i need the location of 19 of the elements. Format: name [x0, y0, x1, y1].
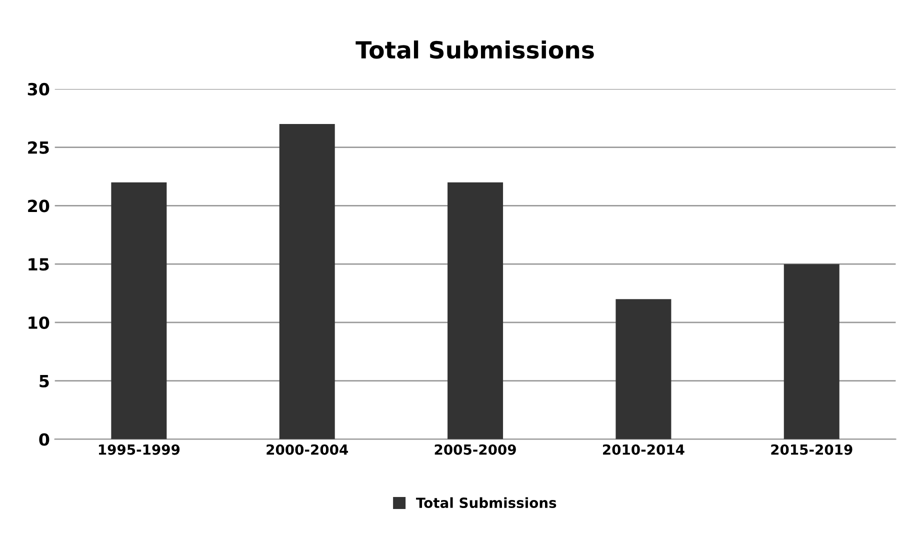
x-tick-label: 2000-2004 [266, 444, 348, 455]
y-tick-label: 30 [28, 82, 50, 96]
x-tick-label: 1995-1999 [98, 444, 180, 455]
chart-title: Total Submissions [356, 40, 594, 59]
y-tick-label: 0 [39, 433, 50, 446]
bar [784, 264, 840, 440]
y-tick-label: 10 [28, 316, 50, 330]
x-tick-label: 2010-2014 [603, 444, 684, 455]
x-tick-label: 2005-2009 [434, 444, 516, 455]
bar [616, 299, 672, 440]
y-tick-label: 25 [28, 141, 49, 154]
y-tick-label: 15 [28, 258, 49, 271]
bar [279, 124, 335, 440]
bar [448, 182, 504, 440]
x-tick-label: 2015-2019 [771, 444, 852, 455]
legend-label: Total Submissions [416, 497, 556, 508]
bar [111, 182, 167, 440]
y-tick-label: 5 [40, 375, 49, 388]
y-tick-label: 20 [28, 200, 50, 212]
